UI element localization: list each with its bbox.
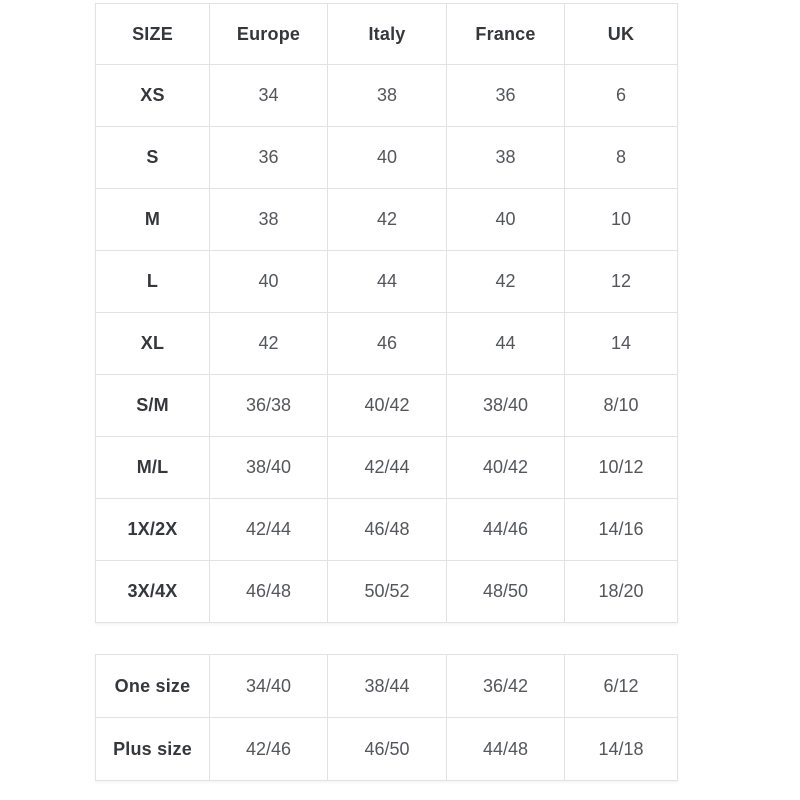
size-value-cell: 40 [209, 250, 328, 313]
size-value-cell: 36/38 [209, 374, 328, 437]
size-value-cell: 8 [564, 126, 678, 189]
size-value-cell: 42 [327, 188, 447, 251]
size-value-cell: 44/46 [446, 498, 565, 561]
size-value-cell: 38/40 [209, 436, 328, 499]
table-row: M/L 38/40 42/44 40/42 10/12 [95, 436, 678, 499]
table-row: Plus size 42/46 46/50 44/48 14/18 [95, 717, 678, 781]
size-value-cell: 44/48 [446, 717, 565, 781]
size-value-cell: 6/12 [564, 654, 678, 718]
size-value-cell: 6 [564, 64, 678, 127]
size-value-cell: 36 [446, 64, 565, 127]
size-value-cell: 42 [209, 312, 328, 375]
size-value-cell: 40 [327, 126, 447, 189]
size-value-cell: 10/12 [564, 436, 678, 499]
size-value-cell: 36/42 [446, 654, 565, 718]
size-label: S [95, 126, 210, 189]
size-conversion-page: SIZE Europe Italy France UK XS 34 38 36 6 S 36 40 38 8… [95, 3, 678, 781]
one-size-plus-size-table: One size 34/40 38/44 36/42 6/12 Plus size 42/4… [95, 654, 678, 781]
size-value-cell: 14 [564, 312, 678, 375]
size-value-cell: 34 [209, 64, 328, 127]
size-value-cell: 48/50 [446, 560, 565, 623]
size-value-cell: 36 [209, 126, 328, 189]
size-label: XL [95, 312, 210, 375]
table-row: XL 42 46 44 14 [95, 312, 678, 375]
size-conversion-table: SIZE Europe Italy France UK XS 34 38 36 6 S 36 40 38 8… [95, 3, 678, 623]
table-row: XS 34 38 36 6 [95, 64, 678, 127]
table-row: S 36 40 38 8 [95, 126, 678, 189]
column-header: Italy [327, 3, 447, 65]
size-label: L [95, 250, 210, 313]
size-label: M [95, 188, 210, 251]
column-header: SIZE [95, 3, 210, 65]
table-row: 1X/2X 42/44 46/48 44/46 14/16 [95, 498, 678, 561]
size-value-cell: 38 [209, 188, 328, 251]
size-value-cell: 42/44 [209, 498, 328, 561]
size-label: XS [95, 64, 210, 127]
table-row: M 38 42 40 10 [95, 188, 678, 251]
size-label: S/M [95, 374, 210, 437]
size-value-cell: 14/16 [564, 498, 678, 561]
size-value-cell: 38/40 [446, 374, 565, 437]
size-label: One size [95, 654, 210, 718]
size-value-cell: 38 [327, 64, 447, 127]
size-value-cell: 42/44 [327, 436, 447, 499]
size-value-cell: 46/48 [209, 560, 328, 623]
size-value-cell: 46 [327, 312, 447, 375]
size-value-cell: 8/10 [564, 374, 678, 437]
size-value-cell: 10 [564, 188, 678, 251]
size-label: 1X/2X [95, 498, 210, 561]
size-value-cell: 40/42 [327, 374, 447, 437]
size-value-cell: 40/42 [446, 436, 565, 499]
size-label: M/L [95, 436, 210, 499]
size-label: Plus size [95, 717, 210, 781]
column-header: France [446, 3, 565, 65]
size-value-cell: 40 [446, 188, 565, 251]
table-row: One size 34/40 38/44 36/42 6/12 [95, 654, 678, 718]
size-value-cell: 34/40 [209, 654, 328, 718]
column-header: Europe [209, 3, 328, 65]
table-row: S/M 36/38 40/42 38/40 8/10 [95, 374, 678, 437]
size-value-cell: 38 [446, 126, 565, 189]
size-value-cell: 46/48 [327, 498, 447, 561]
size-value-cell: 46/50 [327, 717, 447, 781]
size-value-cell: 42 [446, 250, 565, 313]
header-row: SIZE Europe Italy France UK [95, 3, 678, 65]
size-value-cell: 42/46 [209, 717, 328, 781]
size-value-cell: 38/44 [327, 654, 447, 718]
size-value-cell: 44 [327, 250, 447, 313]
size-label: 3X/4X [95, 560, 210, 623]
table-row: L 40 44 42 12 [95, 250, 678, 313]
size-value-cell: 14/18 [564, 717, 678, 781]
table-row: 3X/4X 46/48 50/52 48/50 18/20 [95, 560, 678, 623]
size-value-cell: 50/52 [327, 560, 447, 623]
size-value-cell: 44 [446, 312, 565, 375]
size-value-cell: 12 [564, 250, 678, 313]
size-value-cell: 18/20 [564, 560, 678, 623]
column-header: UK [564, 3, 678, 65]
